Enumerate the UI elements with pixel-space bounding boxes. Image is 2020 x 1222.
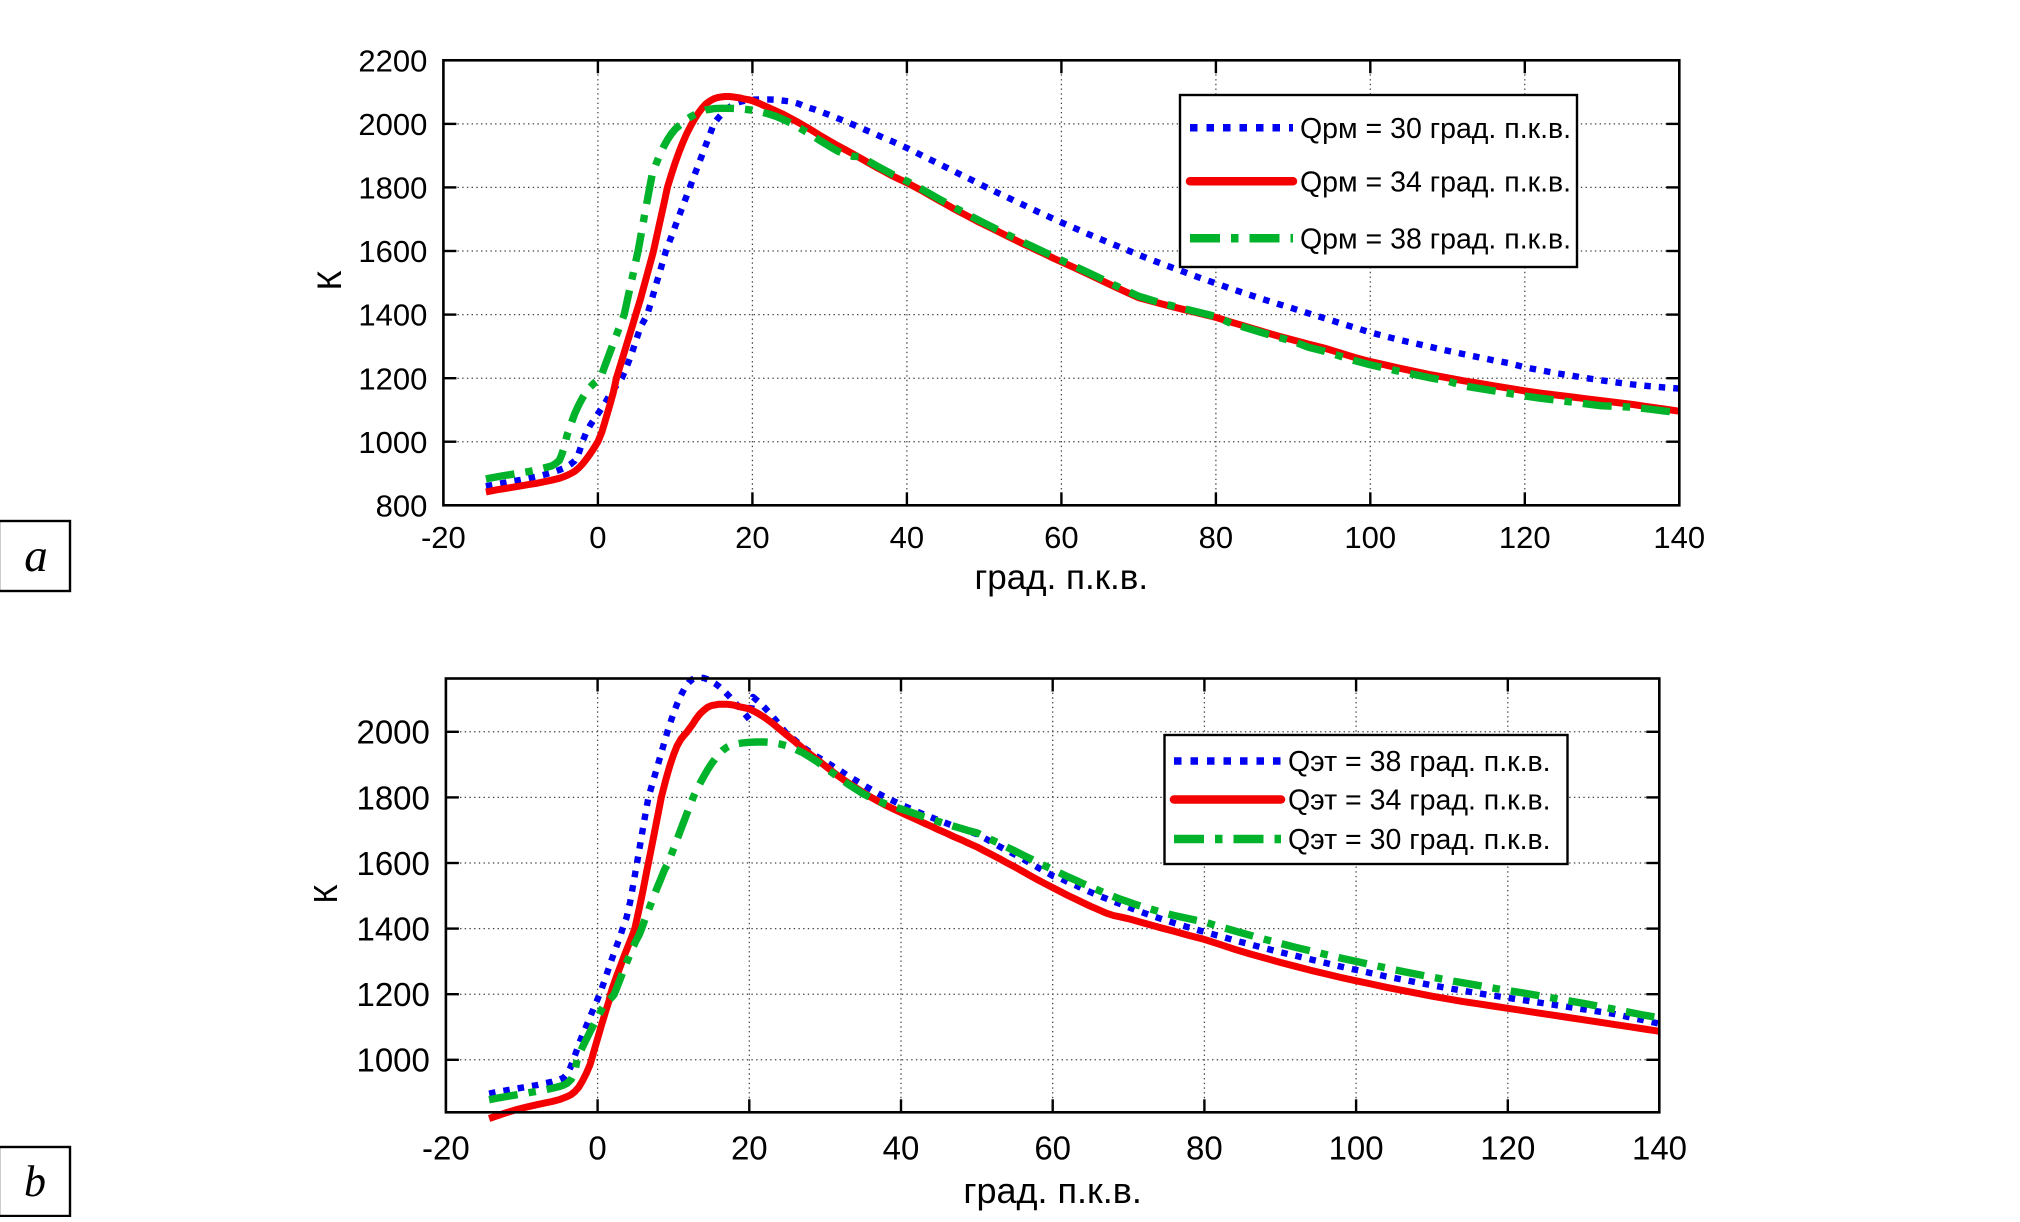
svg-text:140: 140 bbox=[1653, 520, 1705, 555]
svg-text:Qрм = 34 град. п.к.в.: Qрм = 34 град. п.к.в. bbox=[1300, 167, 1571, 199]
svg-text:1600: 1600 bbox=[356, 845, 429, 882]
svg-text:120: 120 bbox=[1499, 520, 1551, 555]
svg-text:80: 80 bbox=[1186, 1130, 1223, 1167]
svg-text:1400: 1400 bbox=[356, 911, 429, 948]
svg-text:1800: 1800 bbox=[358, 171, 427, 206]
svg-text:20: 20 bbox=[731, 1130, 768, 1167]
svg-text:a: a bbox=[24, 530, 48, 582]
svg-text:2000: 2000 bbox=[356, 714, 429, 751]
svg-text:0: 0 bbox=[588, 1130, 606, 1167]
svg-text:1200: 1200 bbox=[356, 976, 429, 1013]
svg-text:1000: 1000 bbox=[358, 425, 427, 460]
svg-text:100: 100 bbox=[1329, 1130, 1384, 1167]
svg-text:80: 80 bbox=[1199, 520, 1233, 555]
svg-text:-20: -20 bbox=[421, 520, 466, 555]
svg-text:Qрм = 38 град. п.к.в.: Qрм = 38 град. п.к.в. bbox=[1300, 224, 1571, 256]
svg-text:1400: 1400 bbox=[358, 298, 427, 333]
svg-text:2200: 2200 bbox=[358, 44, 427, 79]
svg-text:1000: 1000 bbox=[356, 1042, 429, 1079]
svg-text:Qэт = 34 град. п.к.в.: Qэт = 34 град. п.к.в. bbox=[1288, 785, 1551, 817]
svg-text:120: 120 bbox=[1480, 1130, 1535, 1167]
svg-text:-20: -20 bbox=[422, 1130, 470, 1167]
svg-text:К: К bbox=[307, 884, 344, 904]
svg-text:Qрм = 30 град. п.к.в.: Qрм = 30 град. п.к.в. bbox=[1300, 113, 1571, 145]
svg-text:град. п.к.в.: град. п.к.в. bbox=[974, 558, 1148, 597]
svg-text:40: 40 bbox=[890, 520, 924, 555]
svg-text:1200: 1200 bbox=[358, 361, 427, 396]
svg-text:60: 60 bbox=[1034, 1130, 1071, 1167]
svg-text:Qэт = 30 град. п.к.в.: Qэт = 30 град. п.к.в. bbox=[1288, 824, 1551, 856]
svg-text:60: 60 bbox=[1044, 520, 1078, 555]
svg-text:0: 0 bbox=[589, 520, 606, 555]
svg-text:800: 800 bbox=[376, 489, 428, 524]
svg-text:b: b bbox=[24, 1157, 46, 1206]
svg-text:Qэт = 38 град. п.к.в.: Qэт = 38 град. п.к.в. bbox=[1288, 746, 1551, 778]
svg-text:20: 20 bbox=[735, 520, 769, 555]
svg-text:40: 40 bbox=[883, 1130, 920, 1167]
svg-text:1800: 1800 bbox=[356, 779, 429, 816]
svg-text:град. п.к.в.: град. п.к.в. bbox=[963, 1170, 1142, 1211]
svg-text:100: 100 bbox=[1344, 520, 1396, 555]
svg-text:140: 140 bbox=[1632, 1130, 1687, 1167]
svg-text:2000: 2000 bbox=[358, 107, 427, 142]
svg-text:К: К bbox=[311, 270, 349, 290]
svg-text:1600: 1600 bbox=[358, 234, 427, 269]
